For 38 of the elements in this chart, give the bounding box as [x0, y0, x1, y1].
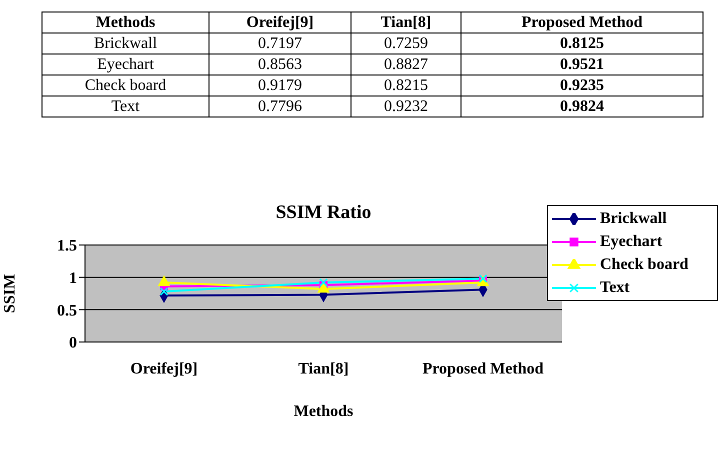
y-tick-label: Brickwall	[94, 35, 158, 52]
y-axis-title: Methods	[96, 14, 156, 31]
y-tick-label: Check board	[84, 77, 166, 94]
x-tick-label: Oreifej[9]	[130, 360, 198, 378]
x-axis-title: Methods	[294, 403, 354, 420]
y-tick-label: 0.5	[57, 302, 77, 320]
chart-title: SSIM Ratio	[274, 202, 372, 224]
legend-label: Text	[600, 278, 630, 296]
data-label: 0.9824	[560, 98, 604, 115]
point	[158, 276, 170, 286]
legend-label: Eyechart	[600, 232, 662, 250]
point	[319, 278, 328, 287]
legend-label: Brickwall	[600, 210, 667, 228]
data-label: 0.8563	[258, 56, 302, 73]
point	[318, 282, 330, 293]
y-tick-label: 1.5	[57, 238, 77, 255]
x-tick-label: Tian[8]	[298, 360, 349, 378]
data-label: 0.7259	[384, 35, 428, 52]
data-label: 0.8125	[560, 35, 604, 52]
x-tick-label: Proposed Method	[521, 14, 643, 31]
y-tick-label: 0	[69, 334, 77, 352]
x-tick-label: Oreifej[9]	[246, 14, 314, 31]
data-label: 0.9179	[258, 77, 302, 94]
point	[160, 287, 168, 296]
data-label: 0.9232	[384, 98, 428, 115]
y-tick-label: Text	[111, 98, 140, 115]
y-axis-title: SSIM	[2, 274, 19, 314]
data-label: 0.7796	[258, 98, 302, 115]
x-tick-label: Tian[8]	[380, 14, 432, 31]
y-tick-label: 1	[69, 270, 77, 288]
data-label: 0.8827	[384, 56, 428, 73]
data-label: 0.9235	[560, 77, 604, 94]
data-label: 0.8215	[384, 77, 428, 94]
data-label: 0.9521	[560, 56, 604, 73]
data-label: 0.7197	[258, 35, 302, 52]
x-tick-label: Proposed Method	[422, 360, 544, 378]
y-tick-label: Eyechart	[97, 56, 154, 73]
legend-label: Check board	[600, 256, 688, 274]
